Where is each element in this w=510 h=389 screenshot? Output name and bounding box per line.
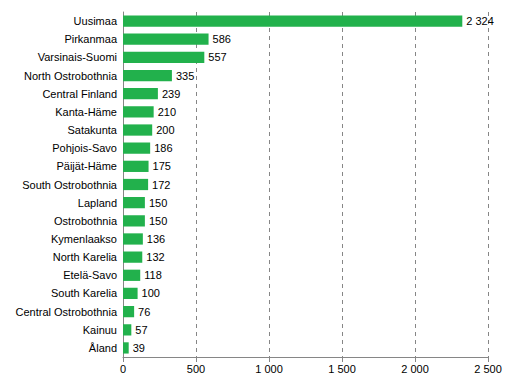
svg-text:100: 100	[142, 287, 160, 299]
svg-text:39: 39	[133, 342, 145, 354]
svg-text:Kanta-Häme: Kanta-Häme	[55, 106, 117, 118]
svg-text:210: 210	[158, 106, 176, 118]
svg-text:Åland: Åland	[89, 342, 117, 354]
svg-text:150: 150	[149, 197, 167, 209]
svg-text:136: 136	[147, 233, 165, 245]
svg-text:2 324: 2 324	[466, 15, 494, 27]
svg-text:Varsinais-Suomi: Varsinais-Suomi	[38, 51, 117, 63]
svg-text:Pirkanmaa: Pirkanmaa	[64, 33, 117, 45]
svg-text:200: 200	[156, 124, 174, 136]
svg-text:76: 76	[138, 306, 150, 318]
svg-text:Pohjois-Savo: Pohjois-Savo	[52, 142, 117, 154]
svg-text:South Karelia: South Karelia	[51, 287, 118, 299]
svg-text:Päijät-Häme: Päijät-Häme	[56, 160, 117, 172]
svg-text:North Ostrobothnia: North Ostrobothnia	[24, 70, 118, 82]
svg-text:586: 586	[213, 33, 231, 45]
svg-text:335: 335	[176, 70, 194, 82]
svg-text:Etelä-Savo: Etelä-Savo	[63, 269, 117, 281]
svg-text:500: 500	[187, 363, 205, 375]
svg-text:150: 150	[149, 215, 167, 227]
svg-text:239: 239	[162, 88, 180, 100]
svg-text:118: 118	[144, 269, 162, 281]
svg-text:Satakunta: Satakunta	[67, 124, 117, 136]
svg-text:Kainuu: Kainuu	[83, 324, 117, 336]
svg-text:2 500: 2 500	[474, 363, 502, 375]
svg-text:Central Finland: Central Finland	[42, 88, 117, 100]
svg-text:172: 172	[152, 179, 170, 191]
svg-text:Ostrobothnia: Ostrobothnia	[54, 215, 118, 227]
svg-text:557: 557	[208, 51, 226, 63]
svg-text:Central Ostrobothnia: Central Ostrobothnia	[16, 306, 118, 318]
svg-text:North Karelia: North Karelia	[53, 251, 118, 263]
svg-text:0: 0	[120, 363, 126, 375]
svg-text:2 000: 2 000	[401, 363, 429, 375]
svg-text:57: 57	[135, 324, 147, 336]
svg-text:Lapland: Lapland	[78, 197, 117, 209]
svg-text:1 500: 1 500	[328, 363, 356, 375]
svg-text:South Ostrobothnia: South Ostrobothnia	[22, 179, 118, 191]
svg-text:132: 132	[146, 251, 164, 263]
svg-text:186: 186	[154, 142, 172, 154]
svg-text:175: 175	[153, 160, 171, 172]
svg-text:Uusimaa: Uusimaa	[74, 15, 118, 27]
svg-text:1 000: 1 000	[255, 363, 283, 375]
svg-text:Kymenlaakso: Kymenlaakso	[51, 233, 117, 245]
